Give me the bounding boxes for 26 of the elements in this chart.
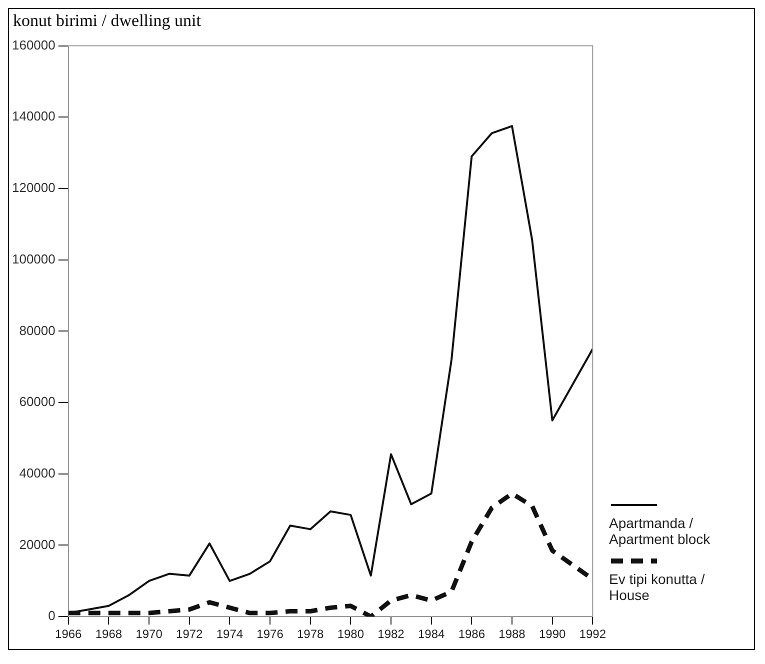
y-tick-label: 60000 <box>19 394 56 410</box>
y-tick-label: 140000 <box>12 108 56 124</box>
x-tick-label: 1966 <box>55 627 82 642</box>
x-tick-label: 1986 <box>458 627 486 642</box>
x-tick-label: 1980 <box>337 627 364 642</box>
y-tick-label: 20000 <box>19 536 56 552</box>
y-tick-label: 160000 <box>12 37 56 52</box>
x-tick-label: 1990 <box>538 627 566 642</box>
x-tick-label: 1976 <box>256 627 284 642</box>
x-tick-label: 1974 <box>216 627 244 642</box>
y-tick-label: 80000 <box>19 322 56 338</box>
y-tick-label: 0 <box>48 608 56 624</box>
x-tick-label: 1992 <box>579 627 606 642</box>
y-tick-label: 40000 <box>19 465 56 480</box>
y-tick-label: 100000 <box>12 251 56 266</box>
y-axis-title: konut birimi / dwelling unit <box>13 11 201 31</box>
legend-label: Apartmanda / Apartment block <box>609 515 712 547</box>
x-tick-label: 1982 <box>378 627 405 642</box>
x-tick-label: 1968 <box>95 627 122 642</box>
legend-label: Ev tipi konutta / House <box>609 571 706 603</box>
x-tick-label: 1978 <box>297 627 324 642</box>
x-tick-label: 1984 <box>418 627 446 642</box>
x-tick-label: 1972 <box>176 627 204 642</box>
x-tick-label: 1970 <box>136 627 163 642</box>
x-tick-label: 1988 <box>498 627 526 642</box>
y-tick-label: 120000 <box>12 180 56 196</box>
